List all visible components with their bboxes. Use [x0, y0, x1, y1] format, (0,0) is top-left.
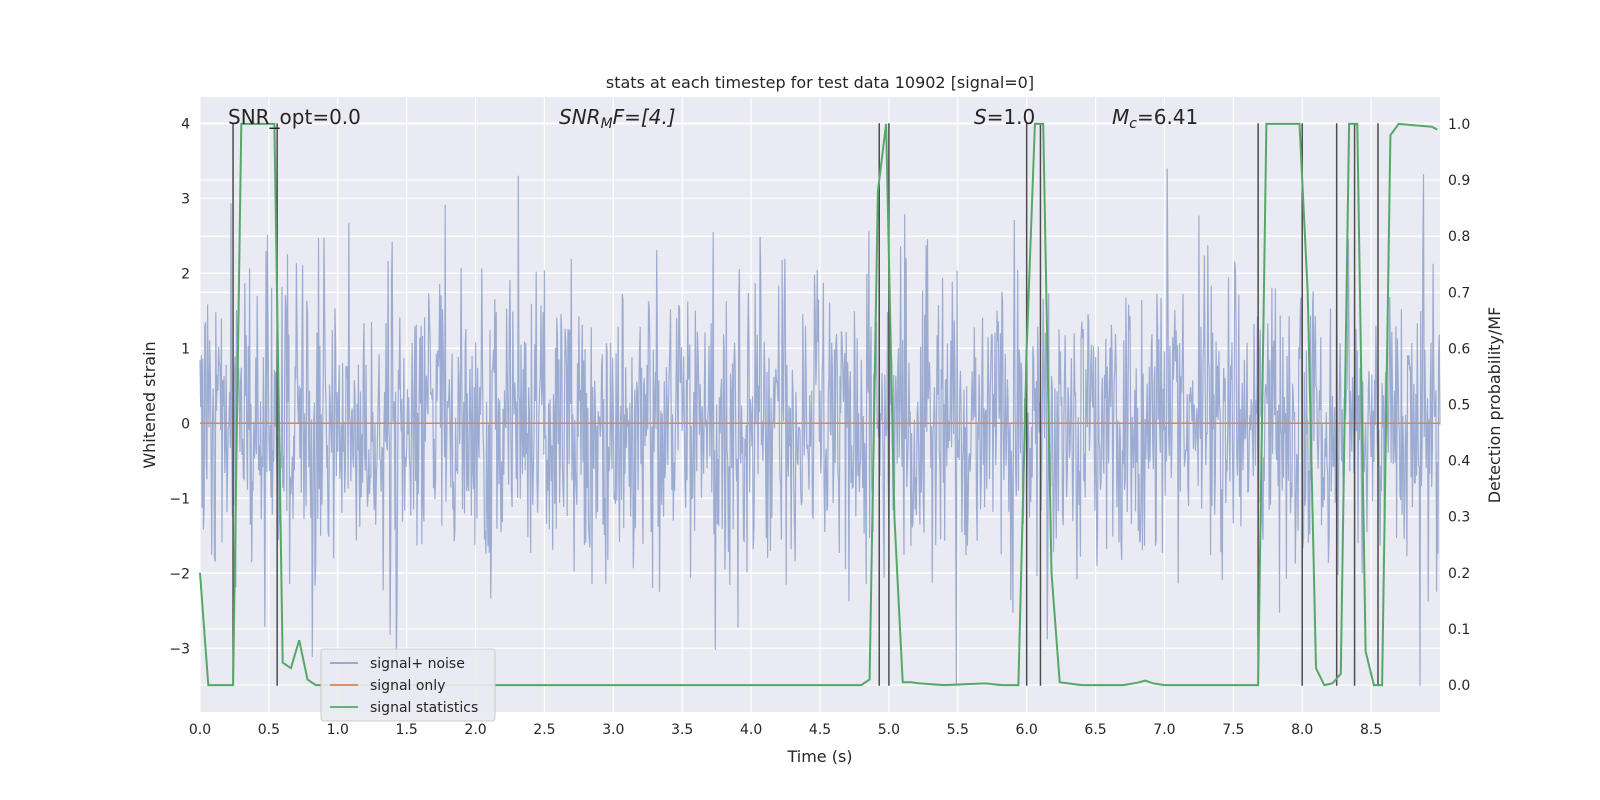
annotation-mc-val: =6.41 [1137, 105, 1198, 129]
x-axis-ticks: 0.0 0.5 1.0 1.5 2.0 2.5 3.0 3.5 4.0 4.5 5.0 5.5 6.0 6… [189, 722, 1382, 738]
annotation-snr-mf: SNRMF=[4.] [559, 105, 676, 132]
annotation-s: S=1.0 [974, 105, 1035, 129]
x-tick-label: 3.5 [671, 722, 693, 738]
y-tick-label-right: 0.4 [1448, 454, 1470, 470]
annotation-mc-sub: c [1129, 116, 1137, 132]
y-tick-label-right: 0.1 [1448, 622, 1470, 638]
annotation-mc: Mc=6.41 [1112, 105, 1198, 132]
y-axis-label-right: Detection probability/MF [1485, 307, 1504, 504]
annotation-snr-opt: SNR_opt=0.0 [228, 105, 361, 129]
x-tick-label: 0.0 [189, 722, 211, 738]
x-tick-label: 5.0 [878, 722, 900, 738]
x-tick-label: 2.5 [533, 722, 555, 738]
x-tick-label: 8.5 [1360, 722, 1382, 738]
y-tick-label-right: 0.7 [1448, 285, 1470, 301]
x-tick-label: 7.5 [1222, 722, 1244, 738]
x-tick-label: 1.5 [396, 722, 418, 738]
y-tick-label-left: 3 [181, 191, 190, 207]
y-tick-label-left: −2 [169, 566, 190, 582]
y-axis-ticks-left: −3 −2 −1 0 1 2 3 4 [169, 116, 190, 657]
y-tick-label-left: 0 [181, 416, 190, 432]
signal-statistics-line [199, 122, 1438, 687]
x-tick-label: 4.0 [740, 722, 762, 738]
y-axis-label-left: Whitened strain [140, 341, 159, 468]
annotation-snr-mf-sub: M [601, 116, 613, 132]
legend-label-signal-only: signal only [370, 678, 445, 694]
signal-noise-line [199, 168, 1441, 686]
annotation-snr-mf-main: SNR [559, 105, 601, 129]
chart-title: stats at each timestep for test data 109… [606, 73, 1034, 92]
y-axis-ticks-right: 0.0 0.1 0.2 0.3 0.4 0.5 0.6 0.7 0.8 0.9 1.0 [1448, 117, 1470, 694]
x-tick-label: 6.0 [1016, 722, 1038, 738]
y-tick-label-left: −3 [169, 641, 190, 657]
y-tick-label-left: 1 [181, 341, 190, 357]
y-tick-label-left: 4 [181, 116, 190, 132]
x-tick-label: 0.5 [258, 722, 280, 738]
x-axis-label: Time (s) [786, 747, 852, 766]
x-tick-label: 4.5 [809, 722, 831, 738]
y-tick-label-right: 0.8 [1448, 229, 1470, 245]
y-tick-label-right: 1.0 [1448, 117, 1470, 133]
x-tick-label: 6.5 [1084, 722, 1106, 738]
legend-label-signal-noise: signal+ noise [370, 656, 465, 672]
y-tick-label-left: −1 [169, 491, 190, 507]
annotation-snr-mf-rest: F=[4.] [613, 105, 676, 129]
x-tick-label: 5.5 [947, 722, 969, 738]
signal-noise-series [199, 168, 1441, 686]
x-tick-label: 7.0 [1153, 722, 1175, 738]
y-tick-label-right: 0.9 [1448, 173, 1470, 189]
legend-box [320, 648, 496, 722]
y-tick-label-right: 0.2 [1448, 566, 1470, 582]
y-tick-label-right: 0.3 [1448, 510, 1470, 526]
annotation-s-var: S [974, 105, 987, 129]
y-tick-label-right: 0.6 [1448, 341, 1470, 357]
annotation-s-val: =1.0 [987, 105, 1036, 129]
legend-label-signal-statistics: signal statistics [370, 700, 478, 716]
signal-statistics-series [199, 122, 1438, 687]
y-tick-label-right: 0.5 [1448, 398, 1470, 414]
y-tick-label-right: 0.0 [1448, 678, 1470, 694]
x-tick-label: 1.0 [327, 722, 349, 738]
annotation-mc-var: M [1112, 105, 1129, 129]
detection-vertical-lines [232, 123, 1379, 686]
y-tick-label-left: 2 [181, 266, 190, 282]
x-tick-label: 2.0 [464, 722, 486, 738]
legend: signal+ noise signal only signal statist… [320, 648, 496, 722]
x-tick-label: 8.0 [1291, 722, 1313, 738]
x-tick-label: 3.0 [602, 722, 624, 738]
